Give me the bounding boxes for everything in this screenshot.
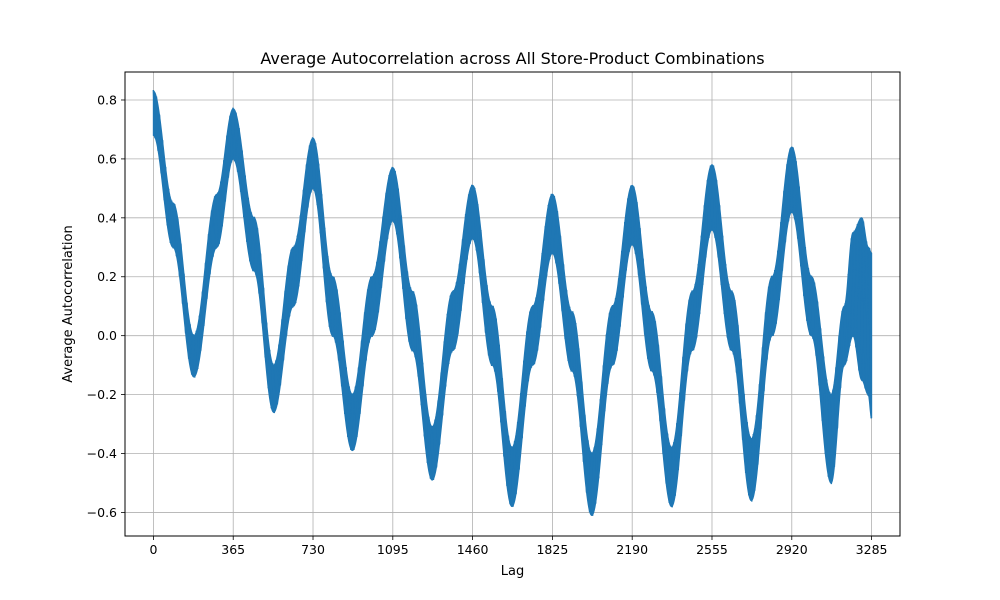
data-layer [152, 89, 873, 516]
x-tick-label: 2190 [616, 542, 648, 557]
autocorrelation-line [152, 89, 872, 516]
y-tick-label: 0.4 [97, 210, 117, 225]
chart-title: Average Autocorrelation across All Store… [260, 49, 764, 68]
x-tick-label: 1095 [377, 542, 409, 557]
y-tick-label: 0.8 [97, 92, 117, 107]
plot-frame [124, 71, 901, 537]
y-tick-label: −0.2 [87, 387, 117, 402]
x-tick-label: 1825 [536, 542, 568, 557]
x-tick-label: 365 [221, 542, 245, 557]
y-tick-label: 0.0 [97, 328, 117, 343]
y-tick-label: −0.4 [87, 446, 117, 461]
x-tick-label: 0 [149, 542, 157, 557]
y-axis-label: Average Autocorrelation [61, 225, 76, 382]
x-tick-label: 1460 [457, 542, 489, 557]
x-tick-label: 2920 [776, 542, 808, 557]
y-tick-label: 0.6 [97, 151, 117, 166]
x-tick-label: 730 [301, 542, 325, 557]
axis-layer: 0 365 730 1095 1460 1825 2190 2555 2920 3285 −0.6 −… [87, 92, 888, 557]
y-tick-label: −0.6 [87, 505, 117, 520]
x-tick-label: 2555 [696, 542, 728, 557]
y-tick-label: 0.2 [97, 269, 117, 284]
x-tick-label: 3285 [856, 542, 888, 557]
x-axis-label: Lag [501, 564, 524, 579]
